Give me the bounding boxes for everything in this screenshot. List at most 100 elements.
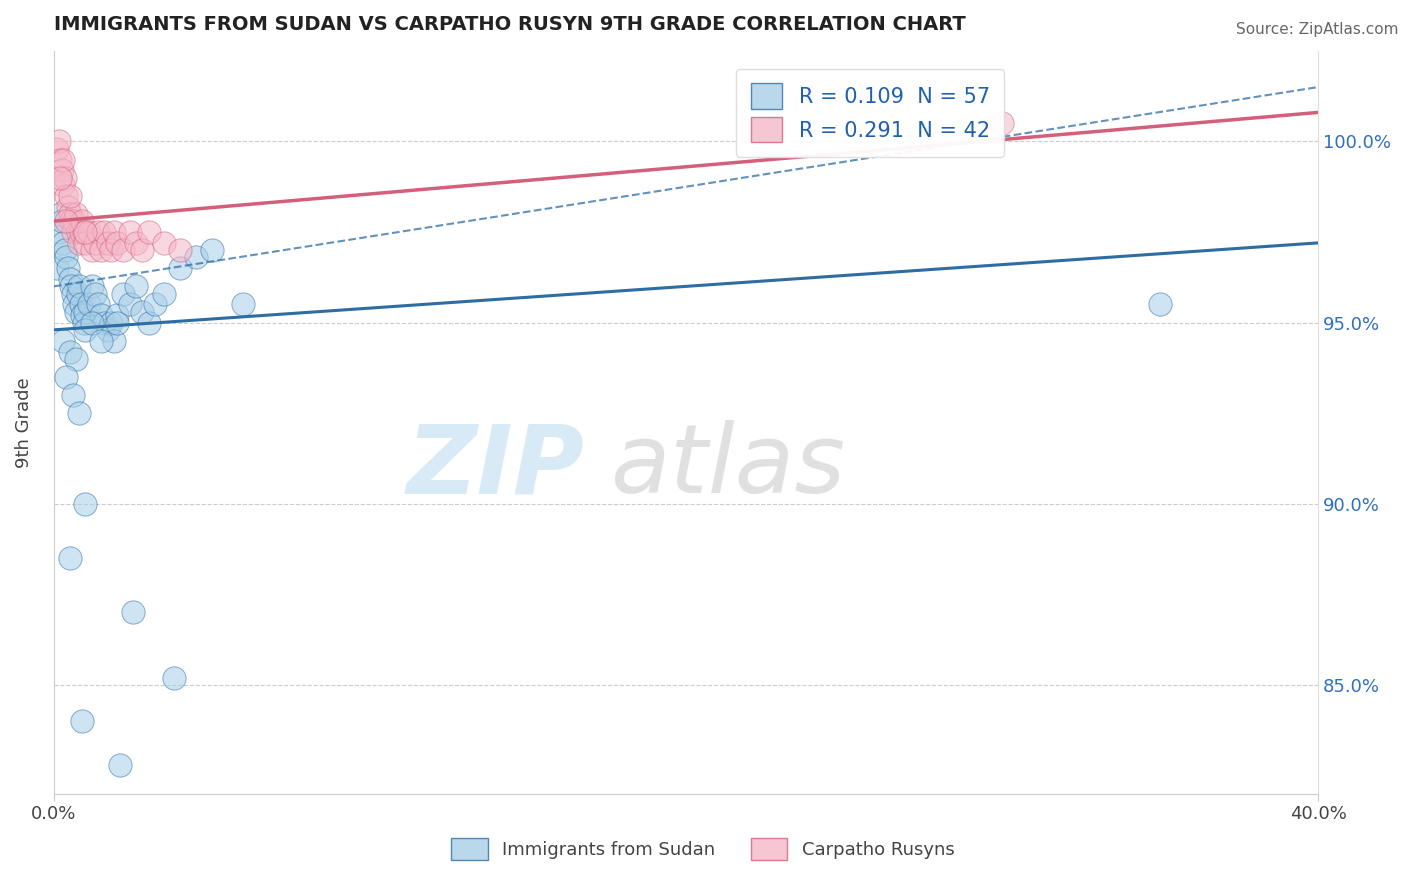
Point [75,235,97,250]
Point [63,214,86,228]
Point [73,316,96,330]
Legend: Immigrants from Sudan, Carpatho Rusyns: Immigrants from Sudan, Carpatho Rusyns [437,823,969,874]
Point [77,225,100,239]
Point [87,297,110,311]
Point [56,200,79,214]
Point [51,163,73,178]
Point [131,304,153,318]
Point [97,235,120,250]
Point [131,243,153,257]
Point [66,286,89,301]
Point [100,243,122,257]
Point [52,235,75,250]
Point [105,316,128,330]
Point [67,406,90,420]
Point [118,225,141,239]
Point [90,243,112,257]
Point [46,261,69,276]
Point [48,135,70,149]
Point [73,225,96,239]
Point [991,116,1014,130]
Point [65,351,87,366]
Point [62,225,84,239]
Legend: R = 0.109  N = 57, R = 0.291  N = 42: R = 0.109 N = 57, R = 0.291 N = 42 [737,69,1004,157]
Point [125,235,148,250]
Point [59,344,82,359]
Point [112,286,135,301]
Point [55,251,77,265]
Point [56,261,79,276]
Point [75,225,97,239]
Point [66,225,89,239]
Point [72,714,94,729]
Point [163,671,186,685]
Point [55,370,77,384]
Point [62,286,84,301]
Point [80,243,103,257]
Point [46,142,69,156]
Point [1149,297,1171,311]
Point [55,214,77,228]
Point [90,334,112,348]
Point [60,214,83,228]
Point [49,170,72,185]
Point [80,279,103,293]
Point [108,757,131,772]
Point [67,279,90,293]
Point [118,297,141,311]
Y-axis label: 9th Grade: 9th Grade [15,377,32,467]
Point [169,243,191,257]
Point [75,497,97,511]
Point [75,304,97,318]
Point [153,286,176,301]
Point [62,388,84,402]
Point [100,316,122,330]
Point [184,251,207,265]
Point [201,243,224,257]
Point [65,304,87,318]
Point [65,207,87,221]
Text: Source: ZipAtlas.com: Source: ZipAtlas.com [1236,22,1399,37]
Point [60,279,83,293]
Point [138,225,160,239]
Point [169,261,191,276]
Point [105,309,128,323]
Point [52,178,75,192]
Point [72,309,94,323]
Point [77,297,100,311]
Point [84,235,107,250]
Point [232,297,254,311]
Point [103,225,125,239]
Point [97,323,120,337]
Point [59,551,82,566]
Point [84,286,107,301]
Point [69,225,91,239]
Point [103,334,125,348]
Point [93,316,115,330]
Point [51,214,73,228]
Point [153,235,176,250]
Point [112,243,135,257]
Point [55,188,77,202]
Point [52,153,75,167]
Point [48,225,70,239]
Point [59,272,82,286]
Point [75,323,97,337]
Point [138,316,160,330]
Point [72,214,94,228]
Point [59,188,82,202]
Point [93,225,115,239]
Point [125,279,148,293]
Point [49,207,72,221]
Point [80,316,103,330]
Text: IMMIGRANTS FROM SUDAN VS CARPATHO RUSYN 9TH GRADE CORRELATION CHART: IMMIGRANTS FROM SUDAN VS CARPATHO RUSYN … [53,15,966,34]
Point [87,225,110,239]
Point [49,153,72,167]
Point [53,170,76,185]
Point [143,297,166,311]
Point [59,207,82,221]
Point [90,309,112,323]
Text: atlas: atlas [610,420,845,513]
Point [63,297,86,311]
Point [52,334,75,348]
